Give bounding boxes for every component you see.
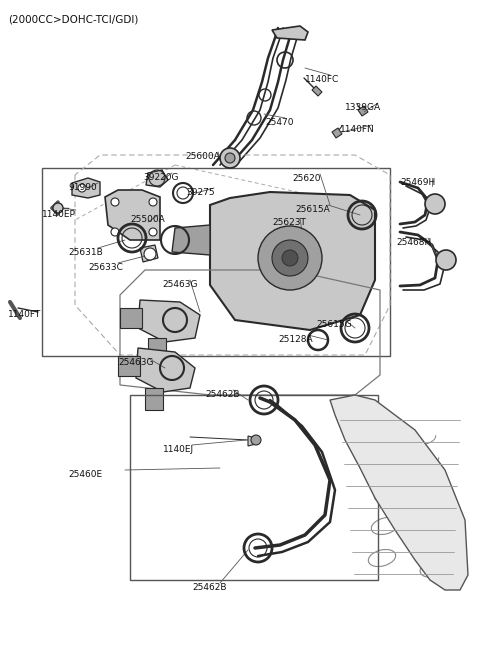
Text: 25620: 25620 (292, 174, 321, 183)
Bar (145, 388, 163, 410)
Circle shape (144, 248, 156, 260)
Polygon shape (210, 192, 375, 330)
Polygon shape (172, 225, 210, 255)
Text: 25623T: 25623T (272, 218, 306, 227)
Circle shape (78, 184, 86, 192)
Polygon shape (105, 190, 160, 240)
Circle shape (258, 226, 322, 290)
Bar (118, 356, 140, 376)
Text: 91990: 91990 (68, 183, 97, 192)
Circle shape (436, 250, 456, 270)
Text: (2000CC>DOHC-TCI/GDI): (2000CC>DOHC-TCI/GDI) (8, 14, 138, 24)
Polygon shape (138, 300, 200, 342)
Circle shape (282, 250, 298, 266)
Text: 39275: 39275 (186, 188, 215, 197)
Polygon shape (330, 395, 468, 590)
Circle shape (220, 148, 240, 168)
Text: 1140FT: 1140FT (8, 310, 41, 319)
Text: 25600A: 25600A (185, 152, 220, 161)
Text: 1140FN: 1140FN (340, 125, 375, 134)
Text: 25460E: 25460E (68, 470, 102, 479)
Text: 25615A: 25615A (295, 205, 330, 214)
Bar (148, 338, 166, 360)
Polygon shape (146, 170, 168, 187)
Circle shape (111, 198, 119, 206)
Polygon shape (248, 436, 256, 446)
Bar (120, 308, 142, 328)
Circle shape (272, 240, 308, 276)
Text: 25462B: 25462B (205, 390, 240, 399)
Polygon shape (136, 348, 195, 392)
Polygon shape (72, 178, 100, 198)
Text: 25615G: 25615G (316, 320, 352, 329)
Text: 25128A: 25128A (278, 335, 312, 344)
Text: 1140EJ: 1140EJ (163, 445, 194, 454)
Polygon shape (272, 26, 308, 40)
Polygon shape (332, 128, 342, 138)
Polygon shape (140, 245, 158, 262)
Text: 25500A: 25500A (130, 215, 165, 224)
Polygon shape (358, 106, 368, 116)
Text: 25469H: 25469H (400, 178, 435, 187)
Bar (42, 168, 390, 356)
Text: 1140EP: 1140EP (42, 210, 76, 219)
Circle shape (149, 198, 157, 206)
Text: 25633C: 25633C (88, 263, 123, 272)
Circle shape (53, 203, 63, 213)
Text: 25468H: 25468H (396, 238, 431, 247)
Circle shape (149, 228, 157, 236)
Text: 1339GA: 1339GA (345, 103, 381, 112)
Circle shape (111, 228, 119, 236)
Circle shape (225, 153, 235, 163)
Polygon shape (312, 86, 322, 96)
Text: 25462B: 25462B (192, 583, 227, 592)
Text: 25463G: 25463G (118, 358, 154, 367)
Circle shape (251, 435, 261, 445)
Circle shape (425, 194, 445, 214)
Text: 25470: 25470 (265, 118, 293, 127)
Text: 25463G: 25463G (162, 280, 197, 289)
Bar (130, 395, 378, 580)
Text: 39220G: 39220G (143, 173, 179, 182)
Text: 25631B: 25631B (68, 248, 103, 257)
Text: 1140FC: 1140FC (305, 75, 339, 84)
